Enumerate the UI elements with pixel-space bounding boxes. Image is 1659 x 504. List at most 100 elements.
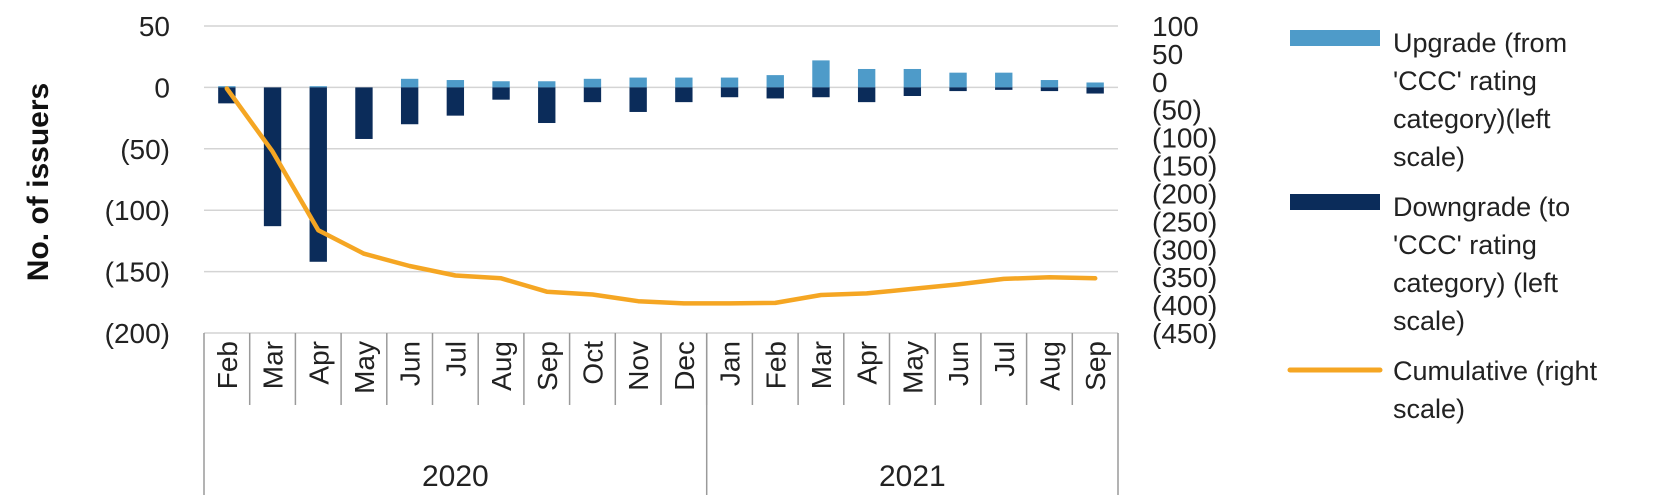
legend-item: Downgrade (to 'CCC' rating category) (left… [1290,192,1570,336]
legend-label: Downgrade (to 'CCC' rating category) (left… [1393,192,1570,336]
legend-label-line: scale) [1393,394,1465,424]
upgrade-bar [720,77,739,88]
downgrade-bar [995,87,1013,90]
upgrade-bar [675,77,693,88]
x-tick-label: Jan [715,341,746,386]
upgrade-bar [812,60,830,88]
x-tick-label: Jun [395,341,426,386]
legend-item: Cumulative (right scale) [1287,356,1598,424]
upgrade-bar [903,68,922,88]
bars [218,60,1104,262]
upgrade-bar [538,81,556,88]
year-label: 2021 [879,460,946,493]
downgrade-bar [538,87,556,124]
legend-label-line: Upgrade (from [1393,28,1567,58]
right-tick-label: 0 [1152,67,1168,98]
legend-swatch [1290,30,1380,46]
legend-label-line: 'CCC' rating [1393,66,1537,96]
upgrade-bar [1040,80,1059,88]
right-tick-label: (300) [1152,234,1217,265]
left-axis-ticks: 50 0 (50) (100) (150) (200) [105,11,170,349]
legend-label-line: scale) [1393,142,1465,172]
downgrade-bar [583,87,602,103]
upgrade-bar [400,78,419,88]
upgrade-bar [995,72,1013,88]
left-tick-label: 50 [139,11,170,42]
upgrade-bar [583,78,602,88]
cumulative-line [224,86,1098,306]
downgrade-bar [355,87,373,139]
right-tick-label: (150) [1152,151,1217,182]
x-tick-label: May [897,341,928,394]
upgrade-bar [949,72,967,88]
upgrade-bar [766,75,784,88]
downgrade-bar [1086,87,1104,94]
legend: Upgrade (from 'CCC' rating category)(left s… [1287,28,1598,424]
legend-label-line: category) (left [1393,268,1559,298]
upgrade-bar [446,80,465,88]
right-tick-label: (450) [1152,318,1217,349]
gridlines [204,25,1118,334]
upgrade-bar [1086,82,1104,88]
downgrade-bar [857,87,876,103]
x-tick-label: Dec [669,341,700,391]
x-tick-label: Sep [532,341,563,391]
downgrade-bar [949,87,967,92]
x-tick-label: Aug [486,341,517,391]
downgrade-bar [675,87,693,103]
left-tick-label: (200) [105,318,170,349]
left-tick-label: 0 [154,72,170,103]
x-tick-label: Mar [258,341,289,389]
right-tick-label: (200) [1152,178,1217,209]
x-tick-label: May [349,341,380,394]
upgrade-bar [492,81,510,88]
cumulative-line-group [224,86,1098,306]
legend-label: Cumulative (right scale) [1393,356,1598,424]
downgrade-bar [309,87,327,262]
legend-label-line: category)(left [1393,104,1551,134]
right-tick-label: (350) [1152,262,1217,293]
right-tick-label: (400) [1152,290,1217,321]
downgrade-bar [903,87,922,96]
right-tick-label: (100) [1152,123,1217,154]
downgrade-bar [812,87,830,98]
x-tick-label: Mar [806,341,837,389]
downgrade-bar [1040,87,1059,92]
downgrade-bar [720,87,739,98]
right-tick-label: 50 [1152,39,1183,70]
x-tick-label: Jun [943,341,974,386]
x-tick-label: Jul [440,341,471,377]
upgrade-bar [309,86,327,88]
legend-item: Upgrade (from 'CCC' rating category)(left s… [1290,28,1567,172]
downgrade-bar [263,87,282,227]
left-tick-label: (100) [105,195,170,226]
right-tick-label: (50) [1152,95,1202,126]
x-axis: Feb Mar Apr May Jun Jul Aug Sep Oct Nov Dec Jan Feb M… [203,333,1119,495]
x-tick-label: Sep [1080,341,1111,391]
x-tick-label: Nov [623,341,654,391]
legend-label-line: Downgrade (to [1393,192,1570,222]
downgrade-bar [400,87,419,125]
x-tick-label: Apr [303,341,334,385]
upgrade-bar [857,68,876,88]
left-tick-label: (150) [105,257,170,288]
legend-swatch [1290,194,1380,210]
legend-label-line: 'CCC' rating [1393,230,1537,260]
downgrade-bar [766,87,784,99]
legend-label-line: Cumulative (right [1393,356,1598,386]
upgrade-bar [629,77,647,88]
x-tick-label: Feb [760,341,791,389]
x-tick-label: Apr [852,341,883,385]
left-tick-label: (50) [120,134,170,165]
x-tick-label: Aug [1034,341,1065,391]
downgrade-bar [446,87,465,116]
legend-label: Upgrade (from 'CCC' rating category)(left s… [1393,28,1567,172]
y-axis-label: No. of issuers [22,83,55,281]
legend-label-line: scale) [1393,306,1465,336]
downgrade-bar [629,87,647,112]
x-tick-label: Oct [577,341,608,385]
right-tick-label: 100 [1152,11,1199,42]
right-tick-label: (250) [1152,206,1217,237]
x-tick-label: Jul [989,341,1020,377]
